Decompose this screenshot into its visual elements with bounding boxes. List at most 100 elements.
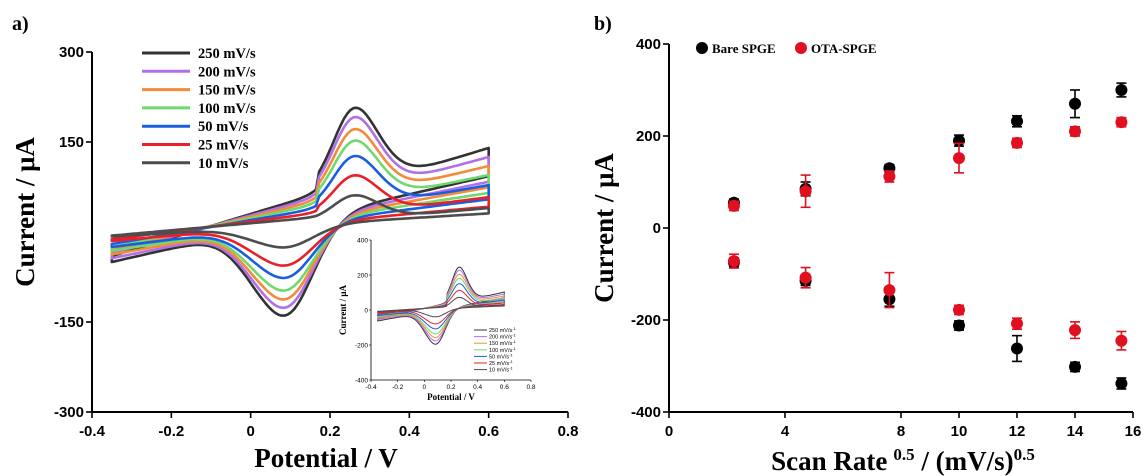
inset-xtick-label: 0.6 (500, 384, 509, 391)
b-xtick-label: 4 (781, 423, 790, 440)
inset-xtick-label: 0.4 (473, 384, 482, 391)
inset-cv-curve-6 (377, 296, 505, 318)
b-point-ota-cathodic (883, 284, 896, 297)
panel-b-x-axis-title: Scan Rate 0.5 / (mV/s)0.5 (771, 445, 1035, 476)
a-legend-label: 50 mV/s (198, 119, 249, 135)
panel-b-legend: Bare SPGE OTA-SPGE (696, 41, 877, 56)
inset-xtick-label: 0 (423, 384, 427, 391)
b-xtick-label: 16 (1125, 423, 1142, 440)
a-legend-label: 100 mV/s (198, 101, 256, 117)
b-legend-label-ota: OTA-SPGE (811, 41, 877, 56)
panel-b-x-title-main: Scan Rate (771, 446, 887, 476)
b-point-ota-anodic (1115, 116, 1128, 129)
a-legend-label: 200 mV/s (198, 64, 256, 80)
b-point-ota-anodic (1011, 136, 1023, 149)
inset-ytick-label: 0 (364, 308, 368, 315)
a-xtick-label: 0.6 (478, 423, 499, 440)
b-ytick-label: 200 (636, 128, 661, 145)
panel-b-x-title-mid: / (mV/s) (915, 446, 1014, 476)
inset-legend-label: 250 mV/s-1 (489, 326, 517, 334)
panel-b-y-axis-title: Current / μA (589, 153, 619, 303)
inset-ytick-label: -400 (355, 378, 368, 385)
inset-legend-superscript: -1 (512, 326, 516, 331)
inset-x-axis-title: Potential / V (427, 392, 475, 402)
panel-a-label: a) (12, 13, 29, 35)
b-point-ota-cathodic (953, 303, 965, 316)
panel-a-ticks: -0.4 -0.2 0 0.2 0.4 0.6 0.8 300 150 -150 -300 (54, 44, 578, 440)
a-ytick-label: 300 (59, 44, 84, 61)
b-point-ota-anodic (1069, 125, 1081, 138)
b-ytick-label: 0 (653, 220, 661, 237)
panel-a-legend: 250 mV/s 200 mV/s 150 mV/s 100 mV/s 50 mV/s 2… (142, 46, 256, 172)
b-ytick-label: 400 (636, 36, 661, 53)
panel-b-x-title-sup2: 0.5 (1014, 445, 1035, 464)
b-point-ota-cathodic (799, 271, 812, 284)
b-point-ota-cathodic (727, 255, 740, 268)
inset-legend-label: 50 mV/s-1 (489, 352, 514, 360)
b-point-ota-cathodic (1115, 334, 1128, 347)
b-point-bare-cathodic (1011, 342, 1023, 355)
inset-xtick-label: -0.4 (365, 384, 377, 391)
a-xtick-label: -0.4 (79, 423, 106, 440)
b-ytick-label: -200 (631, 312, 661, 329)
inset-legend-superscript: -1 (512, 346, 516, 351)
a-xtick-label: 0.4 (399, 423, 421, 440)
panel-b-ticks: 0 4 8 10 12 14 16 400 200 0 -200 -400 (631, 36, 1141, 440)
inset-legend-label: 25 mV/s-1 (489, 359, 514, 367)
a-legend-label: 25 mV/s (198, 138, 249, 154)
b-legend-label-bare: Bare SPGE (712, 41, 776, 56)
b-xtick-label: 12 (1009, 423, 1026, 440)
inset-ytick-label: 400 (357, 238, 368, 245)
b-point-ota-anodic (953, 152, 965, 165)
inset-legend-superscript: -1 (512, 339, 516, 344)
b-xtick-label: 0 (665, 423, 673, 440)
b-point-ota-anodic (799, 185, 812, 198)
inset-legend-superscript: -1 (509, 359, 513, 364)
inset-legend-superscript: -1 (509, 352, 513, 357)
b-point-bare-cathodic (1069, 360, 1081, 373)
b-point-ota-anodic (883, 170, 896, 183)
a-xtick-label: 0.8 (558, 423, 579, 440)
inset-ytick-label: 200 (357, 273, 368, 280)
b-xtick-label: 8 (897, 423, 905, 440)
a-xtick-label: 0 (246, 423, 254, 440)
b-point-bare-anodic (1011, 115, 1023, 128)
inset-xtick-label: 0.2 (446, 384, 455, 391)
inset-legend-superscript: -1 (512, 333, 516, 338)
b-xtick-label: 10 (951, 423, 968, 440)
b-point-bare-cathodic (1115, 377, 1128, 390)
panel-b-label: b) (594, 13, 612, 35)
inset-legend-superscript: -1 (509, 366, 513, 371)
a-ytick-label: 150 (59, 134, 84, 151)
panel-a-y-axis-title: Current / μA (10, 137, 40, 287)
a-legend-label: 250 mV/s (198, 46, 256, 62)
panel-a-x-axis-title: Potential / V (254, 443, 398, 473)
cv-curve-6 (110, 194, 490, 249)
b-point-ota-cathodic (1069, 324, 1081, 337)
panel-b-points (727, 82, 1128, 390)
panel-a-inset: -0.4 -0.2 0 0.2 0.4 0.6 0.8 400 200 0 -200 -400 Pote… (338, 238, 536, 403)
inset-legend-label: 150 mV/s-1 (489, 339, 517, 347)
inset-xtick-label: 0.8 (526, 384, 535, 391)
panel-b-x-title-sup: 0.5 (893, 445, 914, 464)
panel-a-curves (110, 106, 490, 317)
b-point-bare-anodic (1115, 84, 1128, 96)
inset-legend-label: 100 mV/s-1 (489, 346, 517, 354)
b-ytick-label: -400 (631, 404, 661, 421)
b-point-ota-anodic (727, 199, 740, 212)
a-xtick-label: 0.2 (320, 423, 341, 440)
a-ytick-label: -300 (54, 404, 84, 421)
b-point-bare-anodic (1069, 97, 1081, 110)
panel-a: a) -0.4 -0.2 0 0.2 0.4 0.6 0.8 300 150 -150 -300 P… (10, 13, 578, 473)
panel-b: b) 0 4 8 10 12 14 16 400 200 0 -200 -400 Current / … (589, 13, 1141, 476)
b-legend-marker-ota (795, 42, 807, 54)
a-ytick-label: -150 (54, 314, 84, 331)
b-legend-marker-bare (696, 42, 708, 54)
a-legend-label: 10 mV/s (198, 156, 249, 172)
b-point-ota-cathodic (1011, 317, 1023, 330)
b-point-bare-cathodic (953, 319, 965, 332)
a-legend-label: 150 mV/s (198, 83, 256, 99)
inset-ytick-label: -200 (355, 343, 368, 350)
inset-y-axis-title: Current / μA (338, 285, 348, 335)
